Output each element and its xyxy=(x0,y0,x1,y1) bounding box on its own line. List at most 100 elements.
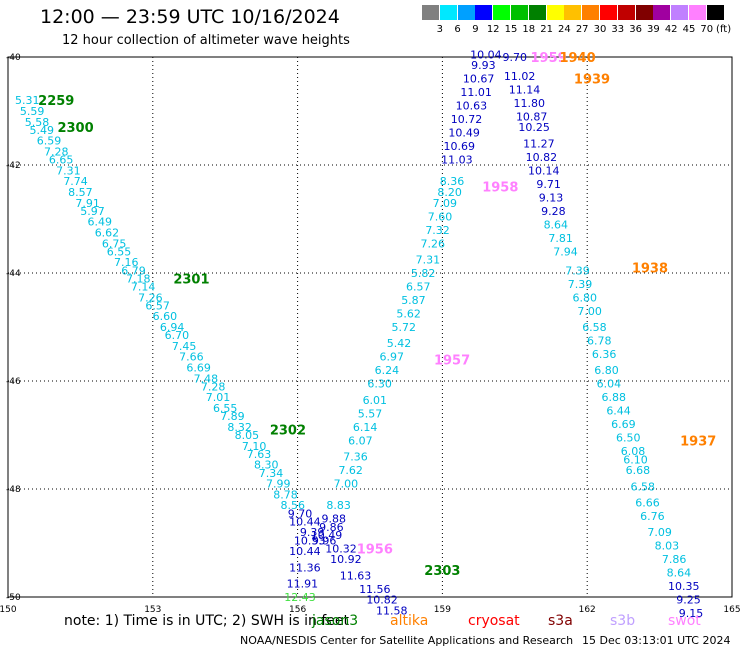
wave-height-value: 10.32 xyxy=(325,542,357,555)
legend-swatch xyxy=(564,5,582,20)
wave-height-value: 7.09 xyxy=(433,197,458,210)
wave-height-value: 6.14 xyxy=(353,421,378,434)
wave-height-value: 7.86 xyxy=(662,553,687,566)
legend-label: 15 xyxy=(504,24,518,35)
wave-height-value: 8.20 xyxy=(437,186,462,199)
wave-height-value: 10.82 xyxy=(366,594,398,607)
wave-height-value: 8.57 xyxy=(68,186,93,199)
wave-height-value: 5.87 xyxy=(401,294,426,307)
wave-height-value: 11.91 xyxy=(287,578,319,591)
legend-label: 39 xyxy=(647,24,660,35)
wave-height-value: 9.28 xyxy=(541,205,566,218)
wave-height-value: 6.78 xyxy=(587,335,612,348)
wave-height-value: 6.57 xyxy=(406,281,431,294)
pass-time-label: 1958 xyxy=(482,181,518,196)
wave-height-value: 10.44 xyxy=(289,515,321,528)
wave-height-value: 10.49 xyxy=(311,529,343,542)
satellite-name: s3b xyxy=(610,613,636,629)
wave-height-value: 10.87 xyxy=(516,110,548,123)
wave-height-value: 11.80 xyxy=(514,97,546,110)
footer-timestamp: 15 Dec 03:13:01 UTC 2024 xyxy=(582,634,731,647)
wave-height-value: 10.92 xyxy=(330,553,362,566)
wave-height-value: 6.97 xyxy=(379,351,404,364)
wave-height-value: 6.58 xyxy=(630,480,655,493)
wave-height-value: 6.80 xyxy=(573,291,598,304)
wave-height-value: 7.18 xyxy=(126,272,151,285)
legend-label: 12 xyxy=(486,24,500,35)
wave-height-value: 7.99 xyxy=(266,478,291,491)
legend-swatch xyxy=(511,5,528,20)
wave-height-value: 10.72 xyxy=(451,113,483,126)
legend-label: 42 xyxy=(664,24,678,35)
wave-height-value: 6.24 xyxy=(375,364,400,377)
wave-height-value: 6.68 xyxy=(626,464,651,477)
wave-height-value: 8.36 xyxy=(440,175,465,188)
wave-height-value: 11.56 xyxy=(359,583,391,596)
x-tick-label: 153 xyxy=(144,605,161,615)
wave-height-value: 9.70 xyxy=(503,51,528,64)
legend-label: 9 xyxy=(472,24,479,35)
wave-height-value: 6.49 xyxy=(87,216,112,229)
y-tick-label: -46 xyxy=(6,377,21,387)
wave-height-value: 10.04 xyxy=(470,48,502,61)
wave-height-value: 7.45 xyxy=(172,340,197,353)
wave-height-value: 6.08 xyxy=(621,445,646,458)
wave-height-value: 6.55 xyxy=(213,402,238,415)
wave-height-value: 8.56 xyxy=(281,499,306,512)
wave-height-value: 6.70 xyxy=(165,329,190,342)
wave-height-value: 5.82 xyxy=(411,267,436,280)
legend-swatch xyxy=(439,5,457,20)
legend-label: 30 xyxy=(593,24,607,35)
x-tick-label: 165 xyxy=(723,605,740,615)
wave-height-value: 5.72 xyxy=(392,321,417,334)
legend-label: 24 xyxy=(558,24,571,35)
wave-height-value: 9.86 xyxy=(319,521,344,534)
pass-time-label: 1959 xyxy=(530,51,566,66)
wave-height-value: 6.66 xyxy=(635,497,660,510)
wave-height-value: 7.74 xyxy=(63,175,88,188)
legend-label: 21 xyxy=(540,24,553,35)
wave-height-value: 7.01 xyxy=(206,391,231,404)
legend-swatch xyxy=(528,5,546,20)
pass-time-label: 2300 xyxy=(57,121,93,136)
wave-height-value: 7.39 xyxy=(565,264,590,277)
wave-height-value: 11.14 xyxy=(509,83,541,96)
legend-label: 27 xyxy=(575,24,589,35)
wave-height-value: 7.28 xyxy=(201,380,226,393)
legend-label: 36 xyxy=(629,24,642,35)
wave-height-value: 9.71 xyxy=(536,178,561,191)
wave-height-value: 7.14 xyxy=(131,281,156,294)
wave-height-value: 7.00 xyxy=(577,305,602,318)
wave-height-value: 6.57 xyxy=(145,299,170,312)
wave-height-value: 6.04 xyxy=(597,378,622,391)
x-tick-label: 156 xyxy=(289,605,306,615)
wave-height-value: 9.15 xyxy=(679,607,704,620)
wave-height-value: 6.58 xyxy=(582,321,607,334)
wave-height-value: 6.07 xyxy=(348,434,373,447)
wave-height-value: 6.50 xyxy=(616,432,641,445)
wave-height-value: 5.58 xyxy=(25,116,50,129)
pass-time-label: 2302 xyxy=(270,424,306,439)
wave-height-value: 9.93 xyxy=(471,59,496,72)
x-tick-label: 159 xyxy=(434,605,451,615)
legend-swatch xyxy=(493,5,511,20)
wave-height-value: 6.59 xyxy=(37,135,62,148)
pass-time-label: 2303 xyxy=(424,564,460,579)
wave-height-value: 7.28 xyxy=(44,146,69,159)
wave-height-value: 5.42 xyxy=(387,337,412,350)
wave-height-value: 7.81 xyxy=(548,232,573,245)
wave-height-value: 8.03 xyxy=(655,540,680,553)
wave-height-value: 7.00 xyxy=(334,478,359,491)
pass-time-label: 1957 xyxy=(434,353,470,368)
wave-height-value: 8.78 xyxy=(273,488,298,501)
legend-label: 6 xyxy=(454,24,461,35)
wave-height-value: 10.53 xyxy=(294,534,326,547)
satellite-name: s3a xyxy=(548,613,573,629)
wave-height-value: 7.39 xyxy=(568,278,593,291)
legend-swatch xyxy=(475,5,493,20)
wave-height-value: 6.69 xyxy=(186,362,211,375)
wave-height-value: 6.65 xyxy=(49,154,74,167)
wave-height-value: 7.34 xyxy=(259,467,284,480)
wave-height-value: 6.76 xyxy=(640,510,665,523)
legend-label: 45 xyxy=(682,24,696,35)
